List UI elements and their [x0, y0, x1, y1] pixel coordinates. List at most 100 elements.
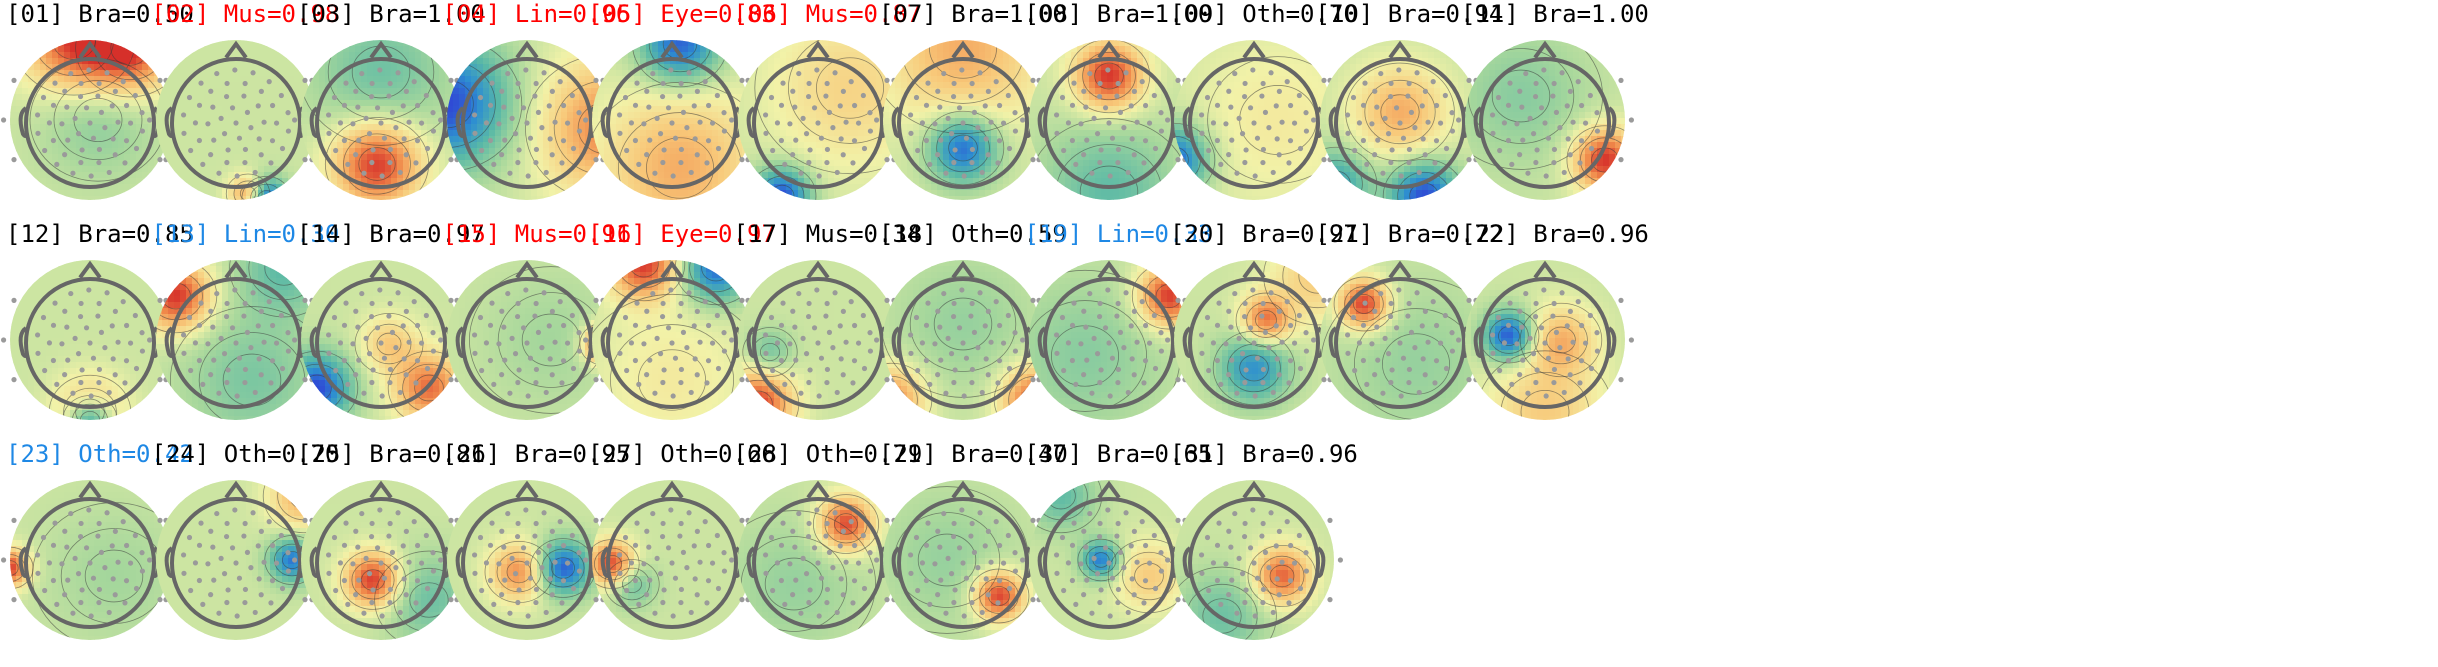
electrode: [379, 393, 385, 399]
electrode: [985, 528, 991, 534]
electrode: [1060, 587, 1066, 594]
electrode: [988, 559, 994, 565]
electrode: [1398, 173, 1404, 179]
electrode: [805, 533, 811, 540]
topomap: [292, 480, 470, 640]
electrode: [714, 312, 720, 319]
electrode: [1396, 120, 1403, 126]
electrode: [948, 571, 955, 577]
electrode: [781, 161, 787, 167]
electrode: [498, 152, 504, 158]
electrode: [950, 533, 957, 540]
component-title: [21] Bra=0.72: [1316, 220, 1504, 248]
electrode: [1310, 337, 1316, 343]
electrode: [1297, 145, 1304, 152]
electrode: [389, 329, 396, 335]
electrode: [478, 147, 484, 154]
electrode: [1276, 592, 1282, 598]
electrode: [1284, 519, 1290, 525]
electrode: [345, 161, 351, 167]
electrode: [721, 348, 728, 354]
electrode: [678, 586, 685, 593]
electrode: [98, 329, 105, 335]
electrode: [490, 381, 496, 387]
electrode: [1229, 577, 1235, 583]
electrode: [514, 599, 520, 606]
electrode: [1059, 314, 1065, 321]
electrode: [78, 379, 84, 386]
electrode: [483, 340, 489, 346]
electrode: [1133, 559, 1140, 565]
component-title: [20] Bra=0.97: [1170, 220, 1358, 248]
electrode: [1587, 312, 1593, 319]
electrode: [806, 587, 813, 593]
electrode: [665, 545, 672, 551]
electrode: [1206, 147, 1212, 154]
electrode: [267, 380, 274, 386]
electrode: [616, 112, 623, 118]
electrode: [1065, 120, 1071, 126]
electrode: [1327, 517, 1333, 523]
electrode: [1385, 131, 1391, 137]
electrode: [1466, 157, 1472, 163]
electrode: [660, 80, 666, 87]
electrode: [951, 520, 957, 527]
electrode: [196, 542, 202, 548]
electrode: [249, 510, 256, 516]
electrode: [570, 145, 576, 152]
electrode: [811, 325, 817, 331]
electrode: [814, 120, 821, 126]
electrode: [504, 510, 510, 517]
electrode: [1239, 571, 1246, 577]
electrode: [255, 543, 261, 549]
electrode: [50, 322, 57, 328]
electrode: [326, 570, 332, 576]
electrode: [370, 587, 376, 593]
electrode: [738, 157, 745, 163]
electrode: [1129, 356, 1135, 362]
electrode: [430, 110, 436, 116]
electrode: [1533, 379, 1539, 386]
electrode: [1175, 377, 1181, 383]
electrode: [395, 510, 401, 516]
electrode: [1374, 137, 1380, 143]
electrode: [593, 377, 599, 383]
electrode: [1303, 128, 1310, 134]
electrode: [861, 145, 867, 152]
electrode: [1226, 88, 1232, 94]
electrode: [1406, 300, 1412, 307]
electrode: [1381, 335, 1388, 341]
electrode: [1387, 93, 1393, 100]
electrode: [945, 335, 951, 341]
component-id: [23]: [6, 440, 64, 468]
electrode: [691, 323, 697, 329]
electrodes: [1165, 507, 1343, 619]
electrode: [1276, 88, 1282, 94]
electrode: [1320, 297, 1327, 303]
electrode: [500, 104, 506, 110]
electrode: [1012, 110, 1018, 116]
electrode: [1424, 119, 1431, 125]
electrode: [1241, 313, 1248, 320]
electrode: [447, 597, 454, 603]
electrode: [661, 147, 667, 153]
electrode: [523, 120, 530, 126]
electrode: [400, 323, 406, 329]
electrode: [1259, 93, 1265, 99]
electrode: [1109, 355, 1115, 361]
electrode: [714, 92, 720, 99]
electrode: [969, 159, 975, 166]
electrode: [35, 350, 41, 356]
electrode: [778, 137, 784, 144]
electrode: [1404, 313, 1411, 319]
electrode: [1216, 80, 1222, 86]
electrode: [77, 533, 84, 540]
electrode: [1239, 131, 1246, 137]
electrode: [156, 597, 163, 603]
electrode: [915, 367, 921, 374]
electrode: [292, 557, 298, 563]
electrode: [823, 599, 830, 606]
electrode: [477, 314, 483, 321]
electrode: [1019, 557, 1025, 563]
electrode: [1408, 109, 1414, 115]
